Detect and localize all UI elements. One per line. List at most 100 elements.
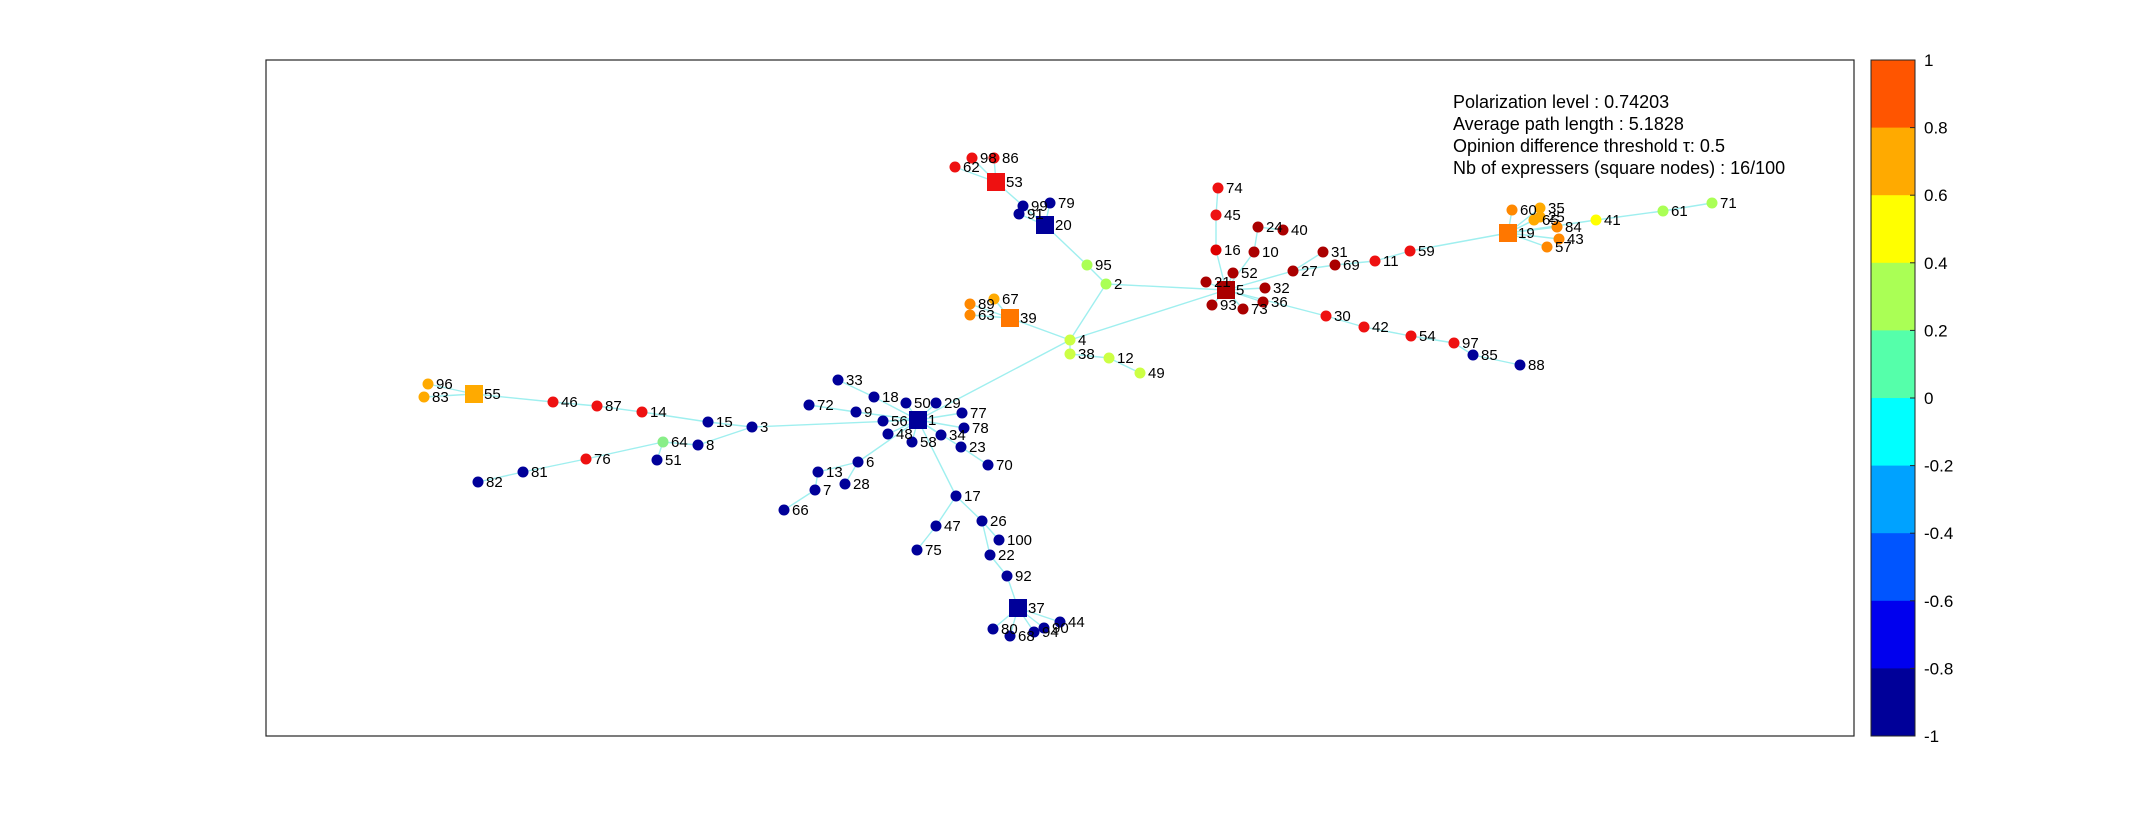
node-22[interactable]: [984, 549, 996, 561]
expresser-node-5[interactable]: [1217, 281, 1235, 299]
node-43[interactable]: [1553, 233, 1565, 245]
node-84[interactable]: [1551, 221, 1563, 233]
node-75[interactable]: [911, 544, 923, 556]
node-52[interactable]: [1227, 267, 1239, 279]
node-15[interactable]: [702, 416, 714, 428]
node-26[interactable]: [976, 515, 988, 527]
node-66[interactable]: [778, 504, 790, 516]
node-49[interactable]: [1134, 367, 1146, 379]
node-36[interactable]: [1257, 296, 1269, 308]
node-79[interactable]: [1044, 197, 1056, 209]
node-82[interactable]: [472, 476, 484, 488]
node-56[interactable]: [877, 415, 889, 427]
node-40[interactable]: [1277, 224, 1289, 236]
node-32[interactable]: [1259, 282, 1271, 294]
node-92[interactable]: [1001, 570, 1013, 582]
node-29[interactable]: [930, 397, 942, 409]
node-96[interactable]: [422, 378, 434, 390]
node-7[interactable]: [809, 484, 821, 496]
node-97[interactable]: [1448, 337, 1460, 349]
node-27[interactable]: [1287, 265, 1299, 277]
node-98[interactable]: [966, 152, 978, 164]
node-80[interactable]: [987, 623, 999, 635]
expresser-node-19[interactable]: [1499, 224, 1517, 242]
node-81[interactable]: [517, 466, 529, 478]
node-88[interactable]: [1514, 359, 1526, 371]
expresser-node-55[interactable]: [465, 385, 483, 403]
node-77[interactable]: [956, 407, 968, 419]
node-65[interactable]: [1528, 214, 1540, 226]
node-61[interactable]: [1657, 205, 1669, 217]
node-23[interactable]: [955, 441, 967, 453]
node-13[interactable]: [812, 466, 824, 478]
expresser-node-39[interactable]: [1001, 309, 1019, 327]
node-47[interactable]: [930, 520, 942, 532]
node-3[interactable]: [746, 421, 758, 433]
node-9[interactable]: [850, 406, 862, 418]
expresser-node-37[interactable]: [1009, 599, 1027, 617]
node-28[interactable]: [839, 478, 851, 490]
node-57[interactable]: [1541, 241, 1553, 253]
node-93[interactable]: [1206, 299, 1218, 311]
node-10[interactable]: [1248, 246, 1260, 258]
node-90[interactable]: [1038, 622, 1050, 634]
node-4[interactable]: [1064, 334, 1076, 346]
node-8[interactable]: [692, 439, 704, 451]
node-51[interactable]: [651, 454, 663, 466]
node-71[interactable]: [1706, 197, 1718, 209]
node-100[interactable]: [993, 534, 1005, 546]
node-41[interactable]: [1590, 214, 1602, 226]
expresser-node-53[interactable]: [987, 173, 1005, 191]
node-67[interactable]: [988, 293, 1000, 305]
node-31[interactable]: [1317, 246, 1329, 258]
node-62[interactable]: [949, 161, 961, 173]
node-74[interactable]: [1212, 182, 1224, 194]
expresser-node-20[interactable]: [1036, 216, 1054, 234]
node-6[interactable]: [852, 456, 864, 468]
node-33[interactable]: [832, 374, 844, 386]
node-46[interactable]: [547, 396, 559, 408]
node-18[interactable]: [868, 391, 880, 403]
node-64[interactable]: [657, 436, 669, 448]
node-30[interactable]: [1320, 310, 1332, 322]
node-89[interactable]: [964, 298, 976, 310]
node-78[interactable]: [958, 422, 970, 434]
node-12[interactable]: [1103, 352, 1115, 364]
node-2[interactable]: [1100, 278, 1112, 290]
node-68[interactable]: [1004, 630, 1016, 642]
node-59[interactable]: [1404, 245, 1416, 257]
node-42[interactable]: [1358, 321, 1370, 333]
node-70[interactable]: [982, 459, 994, 471]
node-72[interactable]: [803, 399, 815, 411]
node-95[interactable]: [1081, 259, 1093, 271]
node-label-52: 52: [1241, 265, 1258, 282]
node-38[interactable]: [1064, 348, 1076, 360]
node-85[interactable]: [1467, 349, 1479, 361]
node-86[interactable]: [988, 152, 1000, 164]
node-58[interactable]: [906, 436, 918, 448]
node-16[interactable]: [1210, 244, 1222, 256]
node-54[interactable]: [1405, 330, 1417, 342]
node-83[interactable]: [418, 391, 430, 403]
node-60[interactable]: [1506, 204, 1518, 216]
node-50[interactable]: [900, 397, 912, 409]
node-63[interactable]: [964, 309, 976, 321]
node-35[interactable]: [1534, 202, 1546, 214]
node-21[interactable]: [1200, 276, 1212, 288]
node-87[interactable]: [591, 400, 603, 412]
node-69[interactable]: [1329, 259, 1341, 271]
node-76[interactable]: [580, 453, 592, 465]
node-45[interactable]: [1210, 209, 1222, 221]
node-48[interactable]: [882, 428, 894, 440]
node-24[interactable]: [1252, 221, 1264, 233]
node-label-39: 39: [1020, 310, 1037, 327]
node-44[interactable]: [1054, 616, 1066, 628]
node-34[interactable]: [935, 429, 947, 441]
expresser-node-1[interactable]: [909, 411, 927, 429]
node-11[interactable]: [1369, 255, 1381, 267]
node-14[interactable]: [636, 406, 648, 418]
node-17[interactable]: [950, 490, 962, 502]
node-94[interactable]: [1028, 626, 1040, 638]
node-73[interactable]: [1237, 303, 1249, 315]
node-99[interactable]: [1017, 200, 1029, 212]
